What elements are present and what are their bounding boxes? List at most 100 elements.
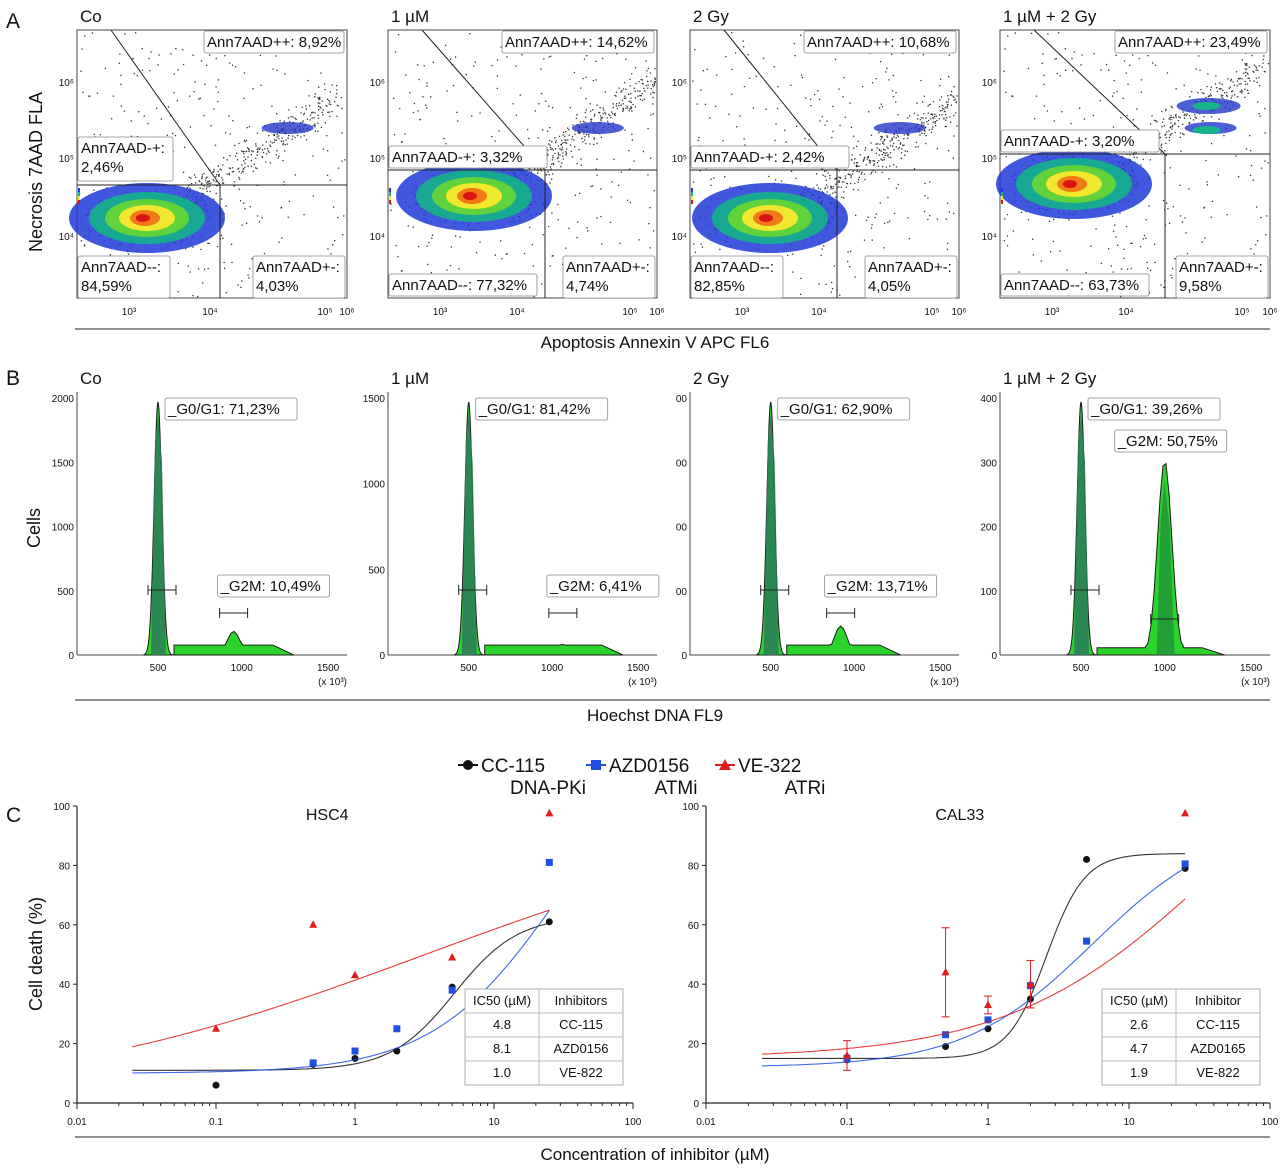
flow-dot — [654, 78, 656, 80]
flow-dot — [583, 58, 586, 60]
flow-dot — [947, 95, 949, 97]
flow-dot — [823, 245, 825, 247]
flow-dot — [204, 83, 206, 85]
flow-dot — [1205, 159, 1207, 162]
flow-dot — [549, 265, 551, 267]
flow-dot — [496, 75, 498, 77]
flow-dot — [321, 111, 323, 114]
flow-dot — [931, 117, 934, 119]
gate-label-pm: Ann7AAD+-: — [256, 259, 340, 276]
flow-dot — [846, 183, 849, 185]
flow-dot — [213, 198, 215, 200]
flow-dot — [228, 167, 231, 169]
flow-dot — [215, 176, 217, 178]
flow-dot — [890, 156, 892, 159]
flow-dot — [1178, 116, 1180, 118]
flow-dot — [878, 154, 880, 156]
flow-dot — [328, 103, 330, 105]
edge-tick — [691, 192, 693, 196]
flow-dot — [527, 128, 529, 131]
flow-dot — [529, 168, 531, 170]
flow-dot — [166, 134, 168, 136]
flow-dot — [206, 182, 208, 184]
flow-dot — [271, 105, 273, 107]
flow-dot — [908, 134, 910, 136]
gate-label-pp: Ann7AAD++: 8,92% — [207, 34, 341, 51]
flow-dot — [895, 92, 897, 94]
flow-dot — [603, 109, 605, 111]
flow-dot — [1208, 95, 1211, 97]
flow-dot — [1154, 261, 1156, 264]
flow-dot — [443, 137, 445, 140]
flow-dot — [948, 150, 950, 152]
flow-dot — [215, 185, 218, 187]
flow-dot — [573, 71, 576, 74]
flow-dot — [329, 101, 331, 103]
flow-dot — [280, 207, 282, 209]
flow-dot — [187, 265, 189, 267]
flow-dot — [620, 91, 622, 93]
flow-dot — [584, 139, 586, 141]
flow-dot — [426, 245, 428, 247]
flow-dot — [169, 114, 172, 117]
flow-dot — [395, 244, 397, 247]
flow-dot — [838, 176, 840, 178]
flow-dot — [947, 202, 949, 204]
flow-dot — [329, 179, 331, 181]
flow-dot — [946, 117, 948, 119]
flow-dot — [314, 124, 316, 127]
flow-dot — [884, 149, 886, 151]
flow-dot — [1108, 69, 1110, 71]
flow-dot — [567, 139, 569, 141]
flow-dot — [841, 181, 844, 183]
flow-dot — [852, 170, 854, 172]
flow-dot — [565, 131, 567, 133]
flow-dot — [731, 68, 733, 71]
flow-dot — [847, 260, 849, 263]
flow-dot — [521, 54, 523, 56]
flow-dot — [876, 162, 878, 164]
flow-dot — [829, 194, 831, 196]
flow-dot — [618, 87, 620, 89]
gate-label-mp: 2,46% — [81, 159, 124, 176]
flow-dot — [792, 271, 794, 273]
flow-dot — [800, 277, 802, 280]
flow-dot — [892, 74, 895, 77]
flow-dot — [950, 94, 952, 96]
flow-dot — [955, 112, 957, 114]
flow-dot — [295, 106, 297, 108]
flow-dot — [1119, 212, 1121, 214]
flow-dot — [643, 98, 646, 100]
flow-dot — [193, 91, 195, 93]
flow-dot — [835, 177, 837, 179]
flow-dot — [1058, 32, 1060, 34]
panel-label-c: C — [6, 804, 21, 827]
flow-dot — [322, 109, 324, 111]
flow-dot — [856, 170, 858, 172]
flow-dot — [575, 117, 577, 120]
flow-dot — [643, 87, 645, 90]
flow-dot — [1149, 269, 1152, 272]
flow-dot — [207, 180, 209, 182]
flow-dot — [201, 182, 203, 184]
flow-dot — [652, 96, 654, 99]
flow-dot — [886, 67, 888, 70]
flow-dot — [328, 111, 330, 113]
flow-dot — [583, 133, 585, 135]
flow-dot — [412, 226, 414, 228]
flow-dot — [953, 114, 955, 117]
flow-dot — [456, 111, 458, 113]
flow-dot — [838, 170, 841, 172]
flow-dot — [189, 187, 191, 189]
flow-dot — [891, 138, 893, 140]
flow-dot — [292, 116, 294, 118]
flow-dot — [577, 221, 579, 223]
flow-dot — [628, 110, 630, 112]
flow-dot — [317, 97, 319, 99]
flow-dot — [177, 69, 179, 71]
flow-dot — [267, 147, 269, 150]
flow-dot — [618, 184, 620, 186]
flow-dot — [881, 137, 883, 139]
flow-dot — [250, 154, 252, 156]
